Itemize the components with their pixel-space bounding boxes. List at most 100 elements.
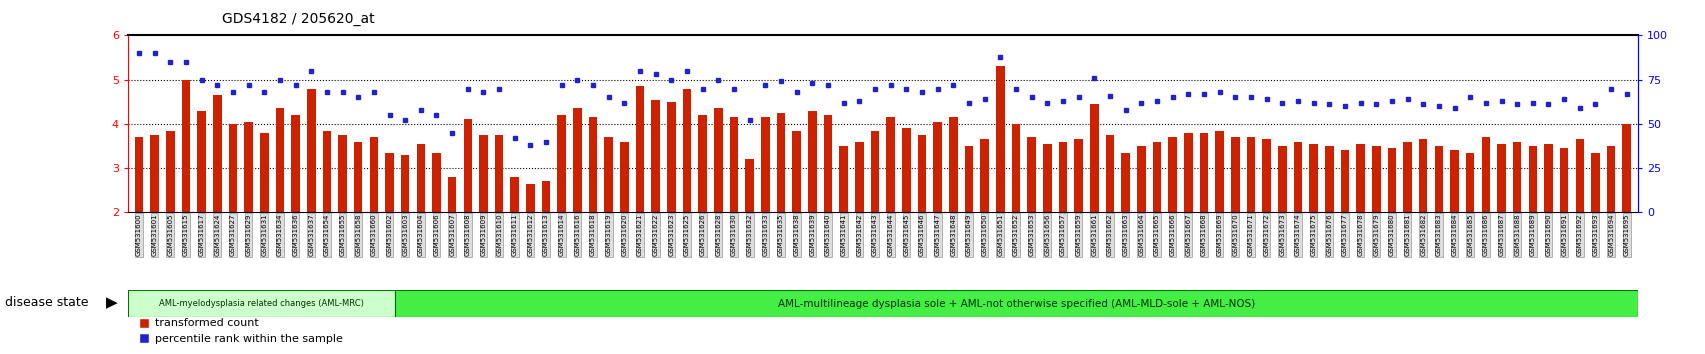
Bar [619,142,629,212]
Bar [322,131,331,212]
Bar [745,159,754,212]
Text: GDS4182 / 205620_at: GDS4182 / 205620_at [222,12,373,27]
Bar [776,113,784,212]
Bar [370,137,379,212]
Bar [1355,144,1364,212]
Bar [431,153,440,212]
Bar [996,67,1004,212]
Bar [854,142,863,212]
Bar [464,120,472,212]
Bar [307,88,315,212]
Text: AML-multilineage dysplasia sole + AML-not otherwise specified (AML-MLD-sole + AM: AML-multilineage dysplasia sole + AML-no… [777,298,1255,309]
Bar [1231,137,1240,212]
Bar [791,131,801,212]
Text: AML-myelodysplasia related changes (AML-MRC): AML-myelodysplasia related changes (AML-… [159,299,363,308]
Bar [714,108,723,212]
Bar [1449,150,1458,212]
Bar [887,117,895,212]
Bar [902,128,910,212]
Bar [244,122,252,212]
Bar [1340,150,1349,212]
Bar [636,86,644,212]
Bar [181,80,189,212]
Bar [165,131,174,212]
Bar [1621,124,1630,212]
Bar [1465,153,1473,212]
Bar [353,142,361,212]
Bar [276,108,285,212]
Bar [198,110,206,212]
Bar [396,290,1637,317]
Bar [135,137,143,212]
Bar [292,115,300,212]
Bar [1042,144,1050,212]
Bar [1153,142,1161,212]
Bar [588,117,597,212]
Bar [1606,146,1615,212]
Bar [1246,137,1255,212]
Bar [1277,146,1286,212]
Bar [1308,144,1316,212]
Bar [525,184,534,212]
Bar [1089,104,1098,212]
Bar [401,155,409,212]
Bar [1292,142,1301,212]
Bar [980,139,989,212]
Bar [1120,153,1129,212]
Bar [1403,142,1412,212]
Bar [1059,142,1067,212]
Bar [1199,133,1207,212]
Bar [213,95,222,212]
Bar [1434,146,1442,212]
Bar [558,115,566,212]
Bar [1074,139,1083,212]
Bar [1543,144,1552,212]
Bar [697,115,706,212]
Bar [228,124,237,212]
Bar [1011,124,1020,212]
Bar [338,135,346,212]
Bar [1136,146,1146,212]
Bar [385,153,394,212]
Bar [824,115,832,212]
Bar [667,102,675,212]
Bar [259,133,268,212]
Bar [760,117,769,212]
Bar [1419,139,1427,212]
Text: ▶: ▶ [106,295,118,310]
Bar [808,110,817,212]
Bar [1325,146,1333,212]
Bar [1575,139,1584,212]
Bar [150,135,159,212]
Bar [416,144,425,212]
Bar [542,181,551,212]
Text: disease state: disease state [5,296,89,309]
Bar [1386,148,1395,212]
Bar [1591,153,1599,212]
Bar [1480,137,1488,212]
Bar [963,146,974,212]
Bar [510,177,518,212]
Bar [1168,137,1176,212]
Bar [682,88,691,212]
Bar [573,108,581,212]
Bar [948,117,957,212]
Bar [128,290,396,317]
Bar [1262,139,1270,212]
Bar [917,135,926,212]
Bar [839,146,847,212]
Bar [479,135,488,212]
Bar [651,99,660,212]
Bar [1512,142,1521,212]
Bar [1528,146,1536,212]
Bar [1026,137,1035,212]
Legend: transformed count, percentile rank within the sample: transformed count, percentile rank withi… [133,314,346,348]
Bar [1497,144,1506,212]
Bar [730,117,738,212]
Bar [933,122,941,212]
Bar [1214,131,1222,212]
Bar [1558,148,1567,212]
Bar [494,135,503,212]
Bar [1371,146,1379,212]
Bar [448,177,457,212]
